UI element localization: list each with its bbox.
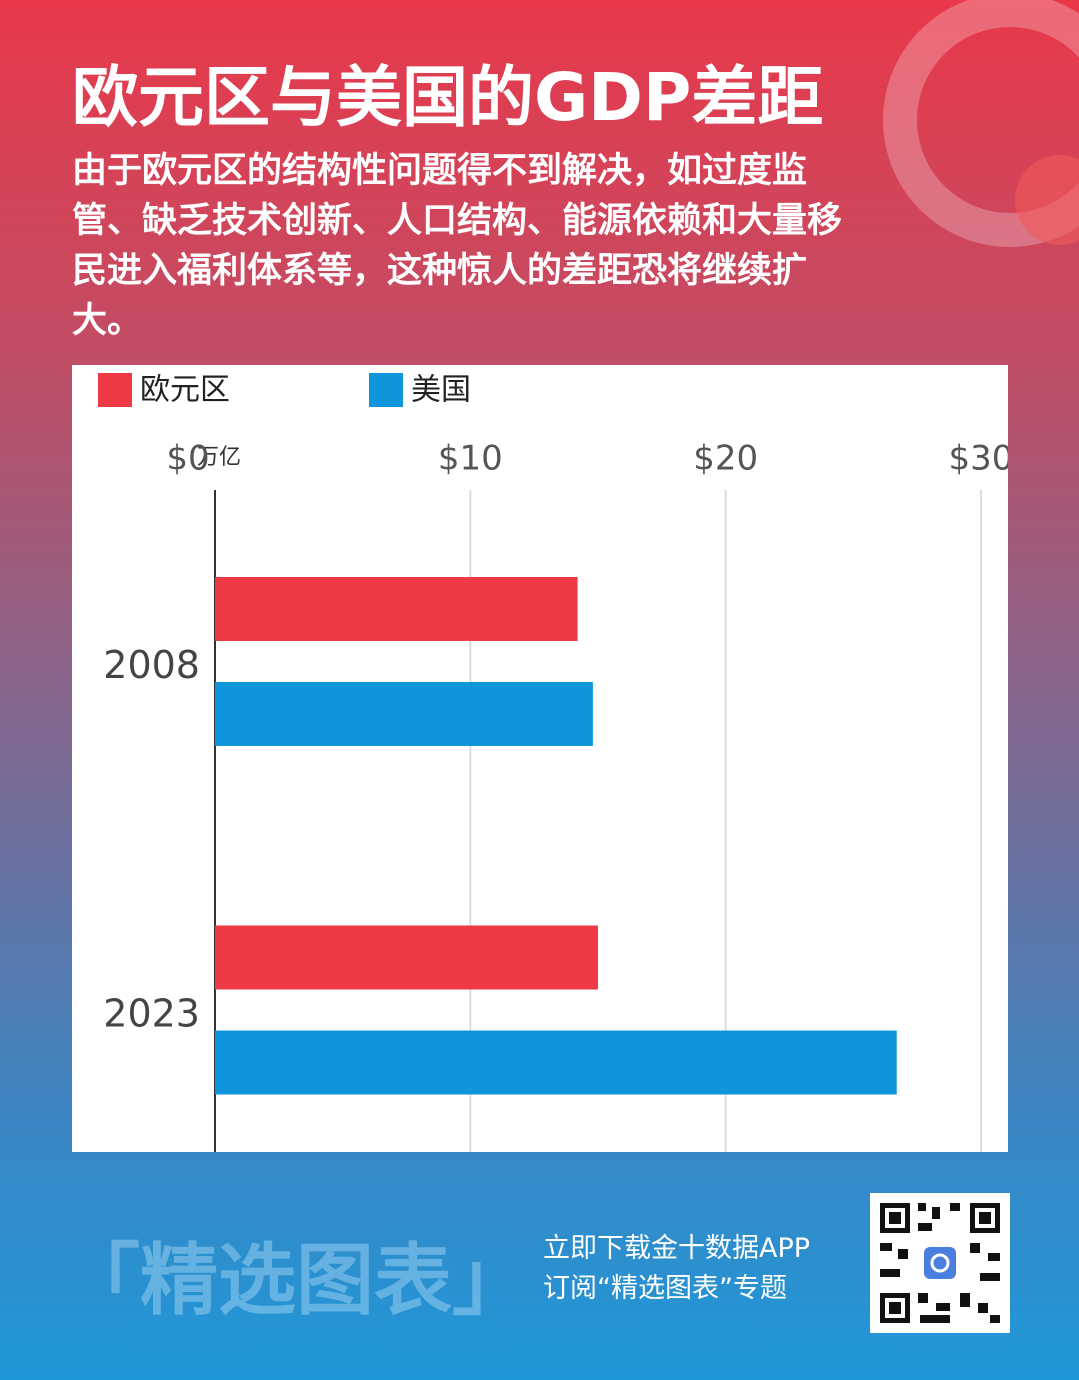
bar — [215, 1030, 897, 1095]
qr-code — [870, 1193, 1010, 1333]
bar — [215, 577, 578, 641]
footer-line: 立即下载金十数据APP — [543, 1233, 811, 1264]
y-tick-label: 2023 — [103, 992, 200, 1036]
brand: 「精选图表」 — [62, 1236, 531, 1326]
footer-line: 订阅“精选图表”专题 — [543, 1273, 787, 1304]
x-tick-label: $10 — [438, 439, 503, 479]
legend-swatch — [98, 373, 132, 407]
legend-label: 欧元区 — [140, 373, 230, 408]
y-tick-label: 2008 — [103, 643, 200, 687]
x-unit: 万亿 — [197, 445, 241, 470]
x-tick-label: $0 — [166, 439, 209, 479]
chart: 万亿 $0 $10 $20 $30 欧元区 美国 2008 2023 — [72, 365, 1008, 1152]
decoration — [883, 0, 1079, 247]
bar — [215, 682, 593, 746]
x-tick-label: $30 — [949, 439, 1008, 479]
x-tick-label: $20 — [693, 439, 758, 479]
title: 欧元区与美国的GDP差距 — [72, 59, 824, 136]
legend-label: 美国 — [411, 373, 471, 408]
legend-swatch — [369, 373, 403, 407]
bar — [215, 925, 598, 990]
subtitle: 由于欧元区的结构性问题得不到解决，如过度监管、缺乏技术创新、人口结构、能源依赖和… — [72, 151, 843, 341]
